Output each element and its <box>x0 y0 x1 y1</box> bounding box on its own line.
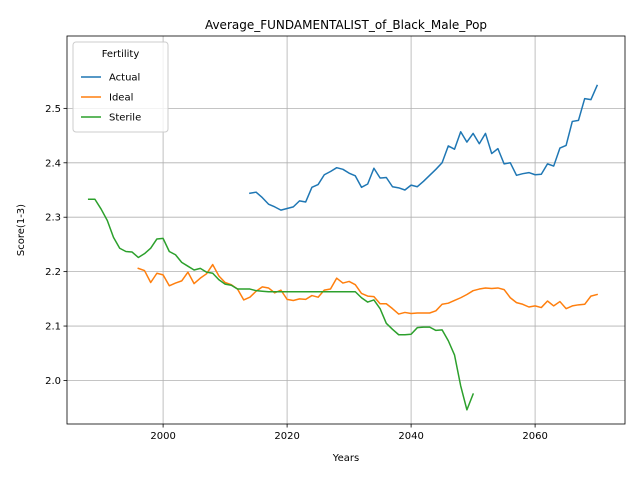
legend-label-actual: Actual <box>109 73 140 84</box>
chart-title: Average_FUNDAMENTALIST_of_Black_Male_Pop <box>205 18 487 32</box>
grid <box>67 36 625 424</box>
x-axis-label: Years <box>332 453 359 464</box>
x-tick-label: 2060 <box>522 431 547 442</box>
series-lines <box>87 84 599 411</box>
legend-label-ideal: Ideal <box>109 93 133 104</box>
plot-area-frame <box>66 35 626 425</box>
y-tick-label: 2.4 <box>45 158 61 169</box>
x-tick-label: 2020 <box>274 431 299 442</box>
y-axis-label: Score(1-3) <box>16 204 27 256</box>
x-tick-label: 2000 <box>150 431 175 442</box>
y-tick-label: 2.3 <box>45 213 61 224</box>
axis-ticks: 2000 2020 2040 2060 2.0 2.1 2.2 2.3 2.4 2.5 <box>45 104 548 442</box>
series-line-sterile <box>87 198 475 411</box>
legend-items: Actual Ideal Sterile <box>81 73 141 124</box>
legend: Fertility Actual Ideal Sterile <box>72 41 169 133</box>
series-line-ideal <box>137 263 599 315</box>
y-tick-label: 2.5 <box>45 104 61 115</box>
y-tick-label: 2.2 <box>45 267 61 278</box>
y-tick-label: 2.0 <box>45 376 61 387</box>
legend-label-sterile: Sterile <box>109 113 141 124</box>
legend-box <box>72 41 169 133</box>
y-tick-label: 2.1 <box>45 322 61 333</box>
series-line-actual <box>249 84 599 211</box>
legend-title: Fertility <box>102 49 140 60</box>
x-tick-label: 2040 <box>398 431 423 442</box>
